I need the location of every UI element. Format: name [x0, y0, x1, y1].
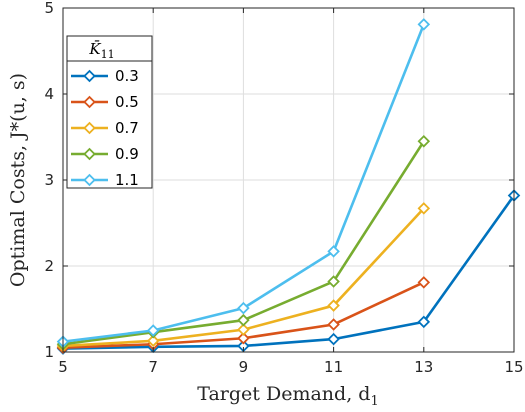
x-tick-label: 15: [504, 358, 523, 376]
data-point-marker: [237, 331, 250, 345]
x-tick-label: 9: [239, 358, 249, 376]
y-tick-label: 2: [44, 257, 54, 275]
y-tick-label: 1: [44, 343, 54, 361]
y-tick-label: 3: [44, 171, 54, 189]
data-point-marker: [327, 318, 340, 331]
x-axis-label-subscript: 1: [370, 394, 378, 409]
y-tick-label: 5: [44, 0, 54, 17]
data-point-marker: [146, 324, 160, 337]
x-axis-label: Target Demand, d1: [197, 383, 378, 409]
legend-swatch-marker: [83, 147, 96, 161]
x-tick-label: 7: [148, 358, 158, 376]
legend-swatch-marker: [83, 95, 96, 109]
data-point-marker: [327, 332, 340, 346]
data-point-marker: [417, 202, 431, 215]
data-point-marker: [327, 245, 340, 258]
data-point-marker: [417, 18, 431, 31]
series-lines: [56, 18, 521, 355]
series-line-0.3: [62, 194, 516, 350]
legend-entry-label: 0.9: [115, 145, 139, 163]
data-point-marker: [417, 135, 431, 148]
legend-entry-label: 1.1: [115, 171, 139, 189]
legend-title-subscript: 11: [101, 48, 115, 61]
data-point-marker: [417, 315, 431, 329]
legend-swatch-marker: [83, 69, 96, 83]
legend-title: K̄11: [88, 40, 114, 61]
legend-entry-label: 0.7: [115, 119, 139, 137]
data-point-marker: [237, 301, 250, 315]
data-point-marker: [417, 276, 431, 289]
data-point-marker: [327, 275, 340, 288]
x-tick-label: 11: [324, 358, 343, 376]
legend-entry-label: 0.3: [115, 67, 139, 85]
data-point-marker: [237, 323, 250, 336]
data-point-marker: [237, 313, 250, 327]
legend-swatch-marker: [83, 121, 96, 135]
data-point-marker: [327, 299, 340, 312]
x-tick-label: 5: [58, 358, 68, 376]
legend-swatch-marker: [83, 173, 96, 187]
y-tick-label: 4: [44, 85, 54, 103]
data-point-marker: [146, 334, 160, 348]
axis-ticks: 5 7 9 11 13 15 1 2 3 4 5: [44, 0, 523, 376]
legend: K̄11 0.3 0.5 0.7 0.9 1.1: [66, 35, 153, 189]
y-axis-label: Optimal Costs, J*(u, s): [7, 73, 29, 287]
legend-entry-label: 0.5: [115, 93, 139, 111]
x-tick-label: 13: [414, 358, 433, 376]
